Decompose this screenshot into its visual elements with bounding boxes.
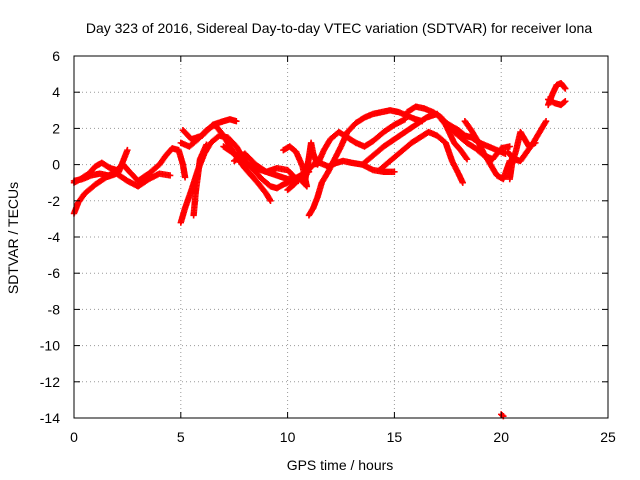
y-tick-label: 4	[52, 84, 60, 100]
grid-layer	[74, 56, 608, 418]
data-point	[463, 155, 471, 163]
data-point	[233, 117, 240, 125]
data-point-interp	[499, 412, 506, 419]
y-tick-label: -8	[48, 301, 61, 317]
chart-title: Day 323 of 2016, Sidereal Day-to-day VTE…	[86, 20, 593, 36]
data-point-interp	[561, 84, 568, 91]
y-tick-label: 2	[52, 120, 60, 136]
series-track-m	[280, 143, 311, 190]
y-tick-label: -4	[48, 229, 61, 245]
y-tick-label: -10	[40, 338, 60, 354]
data-point	[124, 146, 131, 154]
x-tick-label: 25	[600, 429, 616, 445]
data-point-interp	[462, 154, 470, 162]
data-point	[542, 117, 550, 125]
data-point-interp	[561, 98, 568, 106]
y-tick-label: 0	[52, 157, 60, 173]
data-point	[459, 179, 466, 186]
x-tick-label: 0	[70, 429, 78, 445]
data-point	[391, 168, 398, 176]
y-tick-label: -12	[40, 374, 60, 390]
x-tick-label: 5	[177, 429, 185, 445]
y-tick-label: 6	[52, 48, 60, 64]
data-point	[562, 98, 569, 105]
y-axis-title: SDTVAR / TECUs	[5, 182, 21, 294]
series-track-v	[544, 96, 569, 109]
x-tick-label: 20	[493, 429, 509, 445]
data-point	[562, 85, 569, 92]
series-track-t	[506, 128, 539, 183]
series-track-o	[376, 128, 466, 186]
data-layer	[70, 79, 569, 420]
y-tick-label: -2	[48, 193, 61, 209]
x-tick-label: 10	[280, 429, 296, 445]
data-point	[267, 197, 274, 204]
data-point	[166, 172, 174, 179]
series-track-a	[70, 170, 174, 217]
axis-layer: 0 5 10 15 20 25 -14 -12 -10 -8 -6 -4 -2 0 2 4 6	[40, 48, 616, 445]
x-axis-title: GPS time / hours	[287, 457, 394, 473]
data-point	[303, 183, 311, 190]
data-point	[506, 143, 513, 150]
data-point	[203, 141, 210, 148]
series-track-d	[177, 132, 313, 226]
y-tick-label: -14	[40, 410, 60, 426]
data-point	[181, 174, 189, 181]
series-track-c	[70, 146, 131, 185]
x-tick-label: 15	[387, 429, 403, 445]
series-track-q	[440, 117, 509, 157]
y-tick-label: -6	[48, 265, 61, 281]
series-track-r	[461, 117, 513, 183]
data-point	[532, 139, 539, 147]
series-track-g	[190, 141, 210, 219]
series-track-l	[305, 107, 426, 219]
